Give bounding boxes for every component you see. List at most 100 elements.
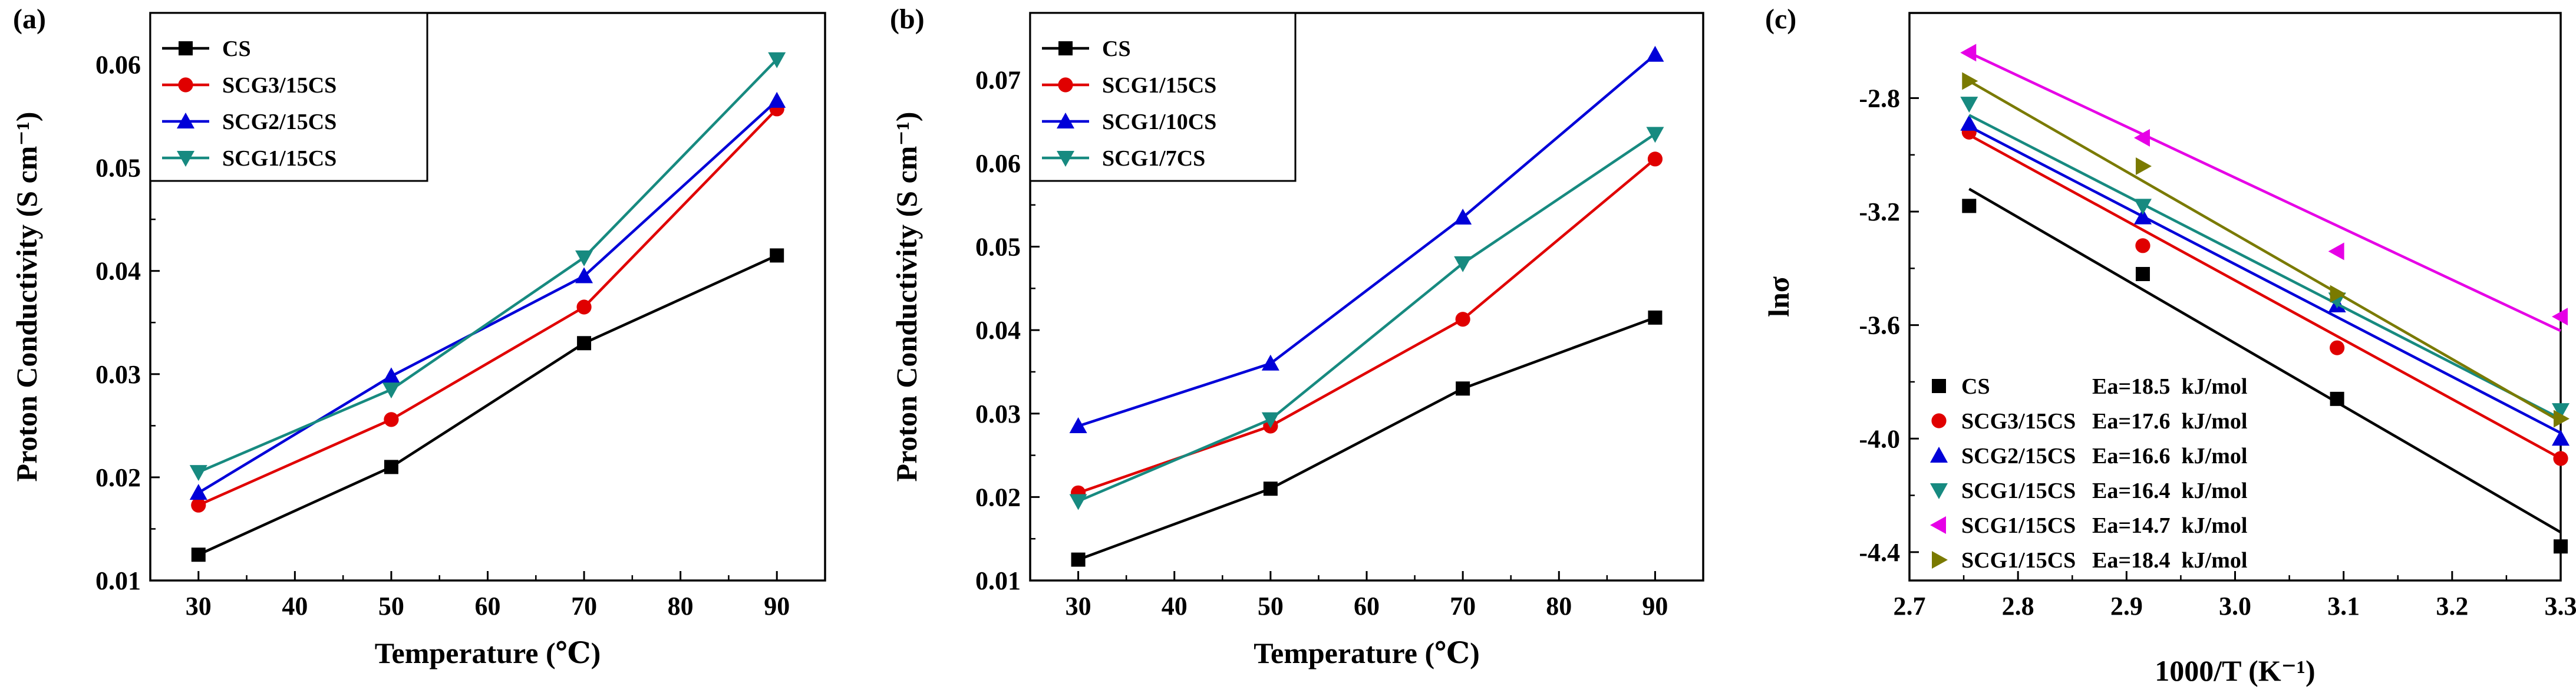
x-tick-label: 70 (571, 592, 597, 621)
data-point (2554, 410, 2570, 428)
data-point (1962, 72, 1978, 90)
x-tick-label: 30 (1066, 592, 1091, 621)
legend-marker (1930, 516, 1946, 534)
x-tick-label: 40 (1162, 592, 1188, 621)
fit-line (1968, 114, 2562, 420)
series-line (1077, 158, 1656, 494)
data-point (1648, 310, 1663, 325)
data-point (575, 267, 593, 283)
data-point (189, 484, 207, 500)
legend-label: SCG1/15CS (1961, 548, 2076, 573)
data-point (768, 52, 786, 68)
data-point (2135, 157, 2152, 176)
series-scg1-15cs (1962, 72, 2570, 428)
data-point (1069, 494, 1087, 510)
data-point (2330, 340, 2345, 355)
series-scg3-15cs (1961, 124, 2568, 466)
data-point (384, 460, 398, 474)
x-tick-label: 80 (1546, 592, 1572, 621)
legend-marker (1930, 483, 1948, 499)
legend: CS Ea=18.5 kJ/mol SCG3/15CS Ea=17.6 kJ/mol S… (1930, 374, 2247, 573)
legend-marker (1057, 113, 1074, 128)
legend-marker (1058, 41, 1073, 55)
legend-label: SCG3/15CS (222, 73, 337, 98)
legend-label: SCG1/7CS (1102, 146, 1205, 171)
data-point (1646, 45, 1664, 62)
legend-marker (1058, 77, 1073, 93)
y-tick-label: 0.02 (95, 463, 141, 492)
legend-marker (1931, 413, 1947, 428)
x-tick-label: 3.0 (2219, 592, 2251, 621)
data-point (2554, 539, 2568, 554)
activation-energy-label: Ea=18.4 kJ/mol (2092, 548, 2247, 573)
legend-marker (1932, 379, 1946, 393)
legend: CS SCG3/15CS SCG2/15CS SCG1/15CS (149, 12, 428, 182)
data-point (189, 465, 207, 481)
x-tick-label: 2.8 (2002, 592, 2034, 621)
data-point (2330, 391, 2344, 406)
panel-label: (c) (1765, 4, 1796, 35)
legend-marker (177, 113, 194, 128)
x-axis-title: Temperature (℃) (1254, 636, 1479, 669)
x-tick-label: 70 (1450, 592, 1476, 621)
legend-label: CS (222, 37, 251, 61)
legend-label: SCG1/15CS (1961, 479, 2076, 503)
data-point (2330, 285, 2346, 303)
series-line (197, 58, 778, 474)
data-point (2552, 403, 2570, 420)
fit-line (1968, 134, 2562, 460)
y-tick-label: 0.01 (95, 566, 141, 595)
x-tick-label: 60 (475, 592, 501, 621)
data-point (1263, 481, 1278, 496)
series-cs (1071, 310, 1663, 567)
legend-marker (177, 151, 194, 167)
series-scg2-15cs (189, 91, 786, 500)
data-point (1261, 354, 1279, 371)
legend-box (1029, 12, 1297, 182)
y-tick-label: 0.07 (975, 65, 1021, 94)
data-point (2135, 266, 2150, 281)
data-point (1960, 44, 1977, 62)
y-tick-label: 0.01 (975, 566, 1021, 595)
series-scg3-15cs (191, 101, 784, 513)
y-tick-label: 0.03 (975, 400, 1021, 428)
data-point (1069, 417, 1087, 434)
data-point (1456, 381, 1470, 396)
data-point (770, 248, 784, 263)
chart-panel-2: (b) 30 40 50 60 70 80 90 0.01 0.02 0.03 0.04 0.05 0.0… (890, 4, 1704, 669)
x-tick-label: 3.2 (2436, 592, 2468, 621)
x-tick-label: 3.1 (2327, 592, 2360, 621)
legend-marker (1932, 551, 1948, 569)
data-point (191, 547, 206, 562)
series-line (1077, 316, 1656, 561)
x-tick-label: 30 (186, 592, 212, 621)
legend-marker (179, 41, 193, 55)
series-scg1-15cs (1960, 44, 2568, 332)
fit-line (1968, 125, 2562, 434)
series-scg1-10cs (1069, 45, 1664, 434)
x-tick-label: 60 (1354, 592, 1380, 621)
series-scg1-15cs (1070, 151, 1663, 500)
activation-energy-label: Ea=18.5 kJ/mol (2092, 374, 2247, 399)
data-point (1261, 412, 1279, 428)
data-point (1962, 199, 1977, 213)
x-tick-label: 2.7 (1894, 592, 1926, 621)
x-tick-label: 2.9 (2110, 592, 2143, 621)
y-tick-label: -3.2 (1859, 197, 1900, 226)
series-scg1-15cs (189, 52, 786, 481)
panel-label: (b) (890, 4, 925, 35)
fit-line (1968, 51, 2561, 332)
activation-energy-label: Ea=16.6 kJ/mol (2092, 444, 2247, 469)
legend-label: SCG1/15CS (1961, 513, 2076, 538)
y-tick-label: 0.06 (975, 149, 1021, 178)
series-cs (1962, 187, 2568, 554)
x-axis-title: Temperature (℃) (375, 636, 601, 669)
fit-line (1968, 187, 2562, 534)
y-tick-label: 0.05 (95, 154, 141, 183)
data-point (768, 91, 786, 108)
legend-label: CS (1961, 374, 1990, 399)
data-point (2552, 430, 2570, 446)
series-line (197, 100, 778, 494)
x-tick-label: 90 (1642, 592, 1668, 621)
